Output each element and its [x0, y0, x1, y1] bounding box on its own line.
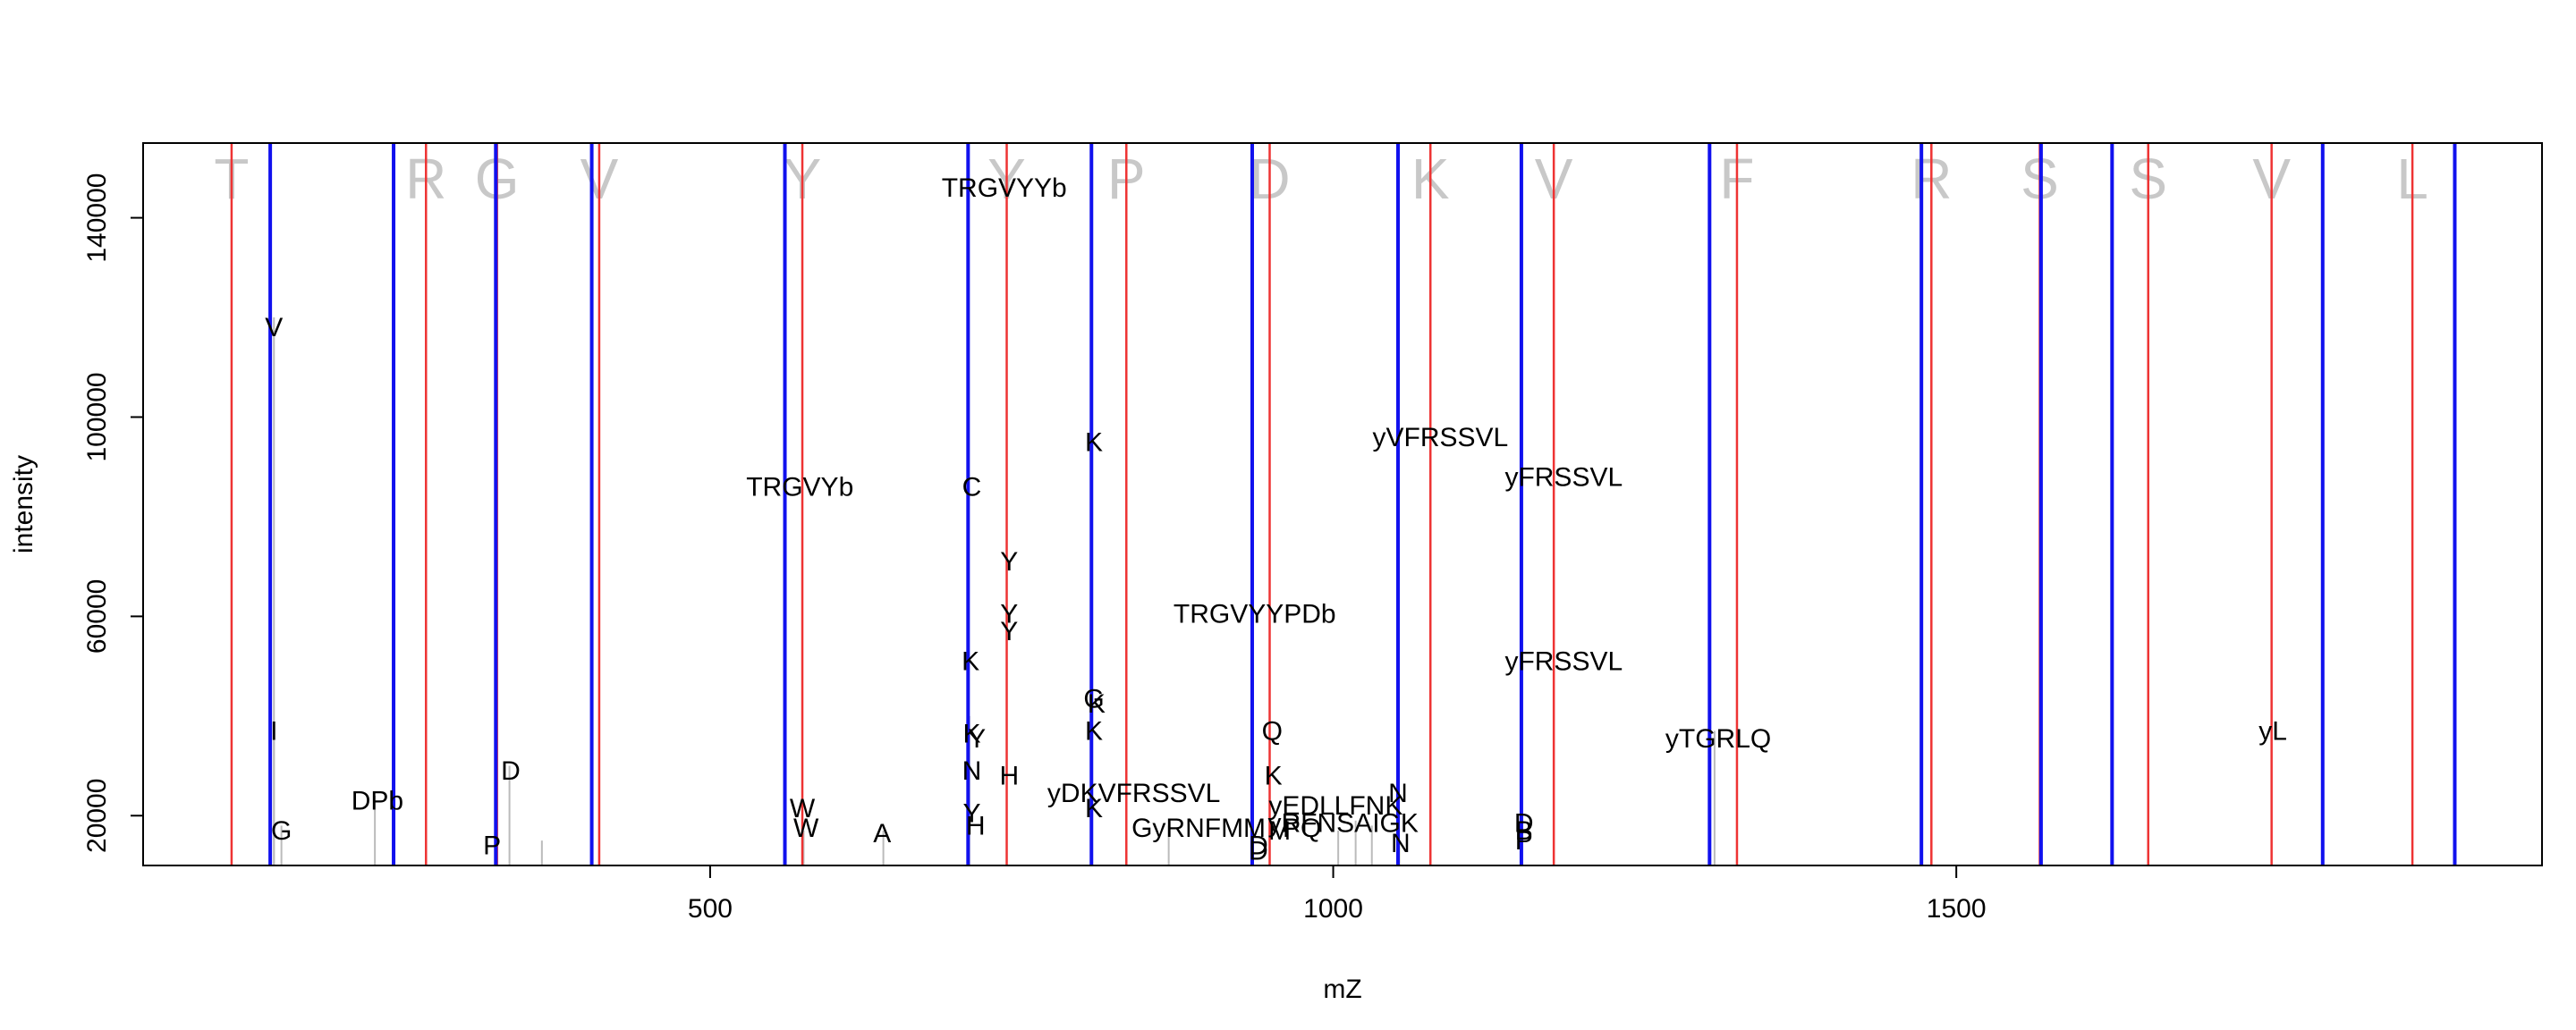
x-tick-label: 1500: [1927, 894, 1987, 924]
y-tick-label: 100000: [82, 372, 112, 461]
peak-annotation: N: [1391, 829, 1411, 858]
peak-annotation: TRGVYYPDb: [1174, 600, 1336, 629]
plot-frame: [142, 142, 2543, 866]
peak-annotation: TRGVYYb: [942, 173, 1067, 203]
peak-annotation: yDKVFRSSVL: [1047, 779, 1220, 808]
y-tick-label: 20000: [82, 779, 112, 853]
y-tick-label: 60000: [82, 579, 112, 654]
peak-annotation: Y: [1000, 547, 1018, 577]
peak-annotation: W: [793, 814, 819, 843]
peak-annotation: W: [790, 794, 816, 823]
peak-annotation: Y: [1000, 617, 1018, 646]
peak-annotation: D: [501, 756, 521, 786]
peak-annotation: TRGVYb: [746, 472, 853, 502]
peak-annotation: yL: [2258, 717, 2287, 747]
peak-annotation: K: [963, 719, 981, 748]
peak-annotation: N: [1388, 779, 1408, 808]
peak-annotation: P: [1515, 826, 1533, 856]
peak-annotation: N: [962, 756, 982, 786]
peak-annotation: K: [1265, 762, 1283, 791]
peak-annotation: K: [1085, 427, 1103, 457]
peak-annotation: H: [966, 811, 986, 840]
peak-annotation: D: [1249, 836, 1268, 865]
peak-annotation: I: [270, 717, 277, 747]
x-axis-label: mZ: [1323, 975, 1361, 1004]
peak-annotation: K: [1085, 794, 1103, 823]
peak-annotation: H: [999, 762, 1019, 791]
peak-annotation: yFRSSVL: [1504, 462, 1623, 492]
peak-annotation: K: [1088, 689, 1106, 719]
peak-annotation: C: [962, 472, 982, 502]
peak-annotation: D: [1514, 809, 1534, 839]
peak-annotation: yFRSSVL: [1504, 647, 1623, 677]
peak-annotation: V: [265, 313, 283, 342]
peak-annotation: K: [962, 647, 979, 677]
peak-annotation: yRFNSAIGK: [1268, 809, 1419, 839]
x-tick-label: 500: [688, 894, 733, 924]
peak-annotation: A: [873, 819, 891, 848]
peak-annotation: Y: [968, 724, 986, 754]
blue-ion-lines: [268, 143, 2457, 865]
y-axis-label: intensity: [9, 455, 38, 553]
peak-annotation: M: [1268, 816, 1291, 846]
peak-annotation: DPb: [352, 787, 403, 816]
peak-annotation: D: [1249, 832, 1268, 861]
peak-annotation: Q: [1262, 717, 1283, 747]
peak-annotation: Y: [1000, 600, 1018, 629]
y-tick-label: 140000: [82, 173, 112, 263]
peak-annotation: P: [483, 832, 501, 861]
peak-annotation: Y: [963, 798, 981, 828]
axes: 500 1000 1500 20000 60000 100000 140000: [82, 173, 1987, 924]
peak-annotation: B: [1515, 816, 1533, 846]
peak-annotation: yVFRSSVL: [1373, 423, 1509, 452]
x-tick-label: 1000: [1303, 894, 1363, 924]
peak-annotation: G: [271, 816, 292, 846]
peak-annotation: yTGRLQ: [1665, 724, 1771, 754]
peak-annotation: K: [1085, 717, 1103, 747]
peak-annotation: G: [1083, 684, 1104, 713]
peak-annotation: yEDLLFNK: [1268, 791, 1402, 821]
peak-annotation: PQ: [1283, 814, 1321, 843]
peak-annotation: GyRNFMM: [1131, 814, 1266, 843]
